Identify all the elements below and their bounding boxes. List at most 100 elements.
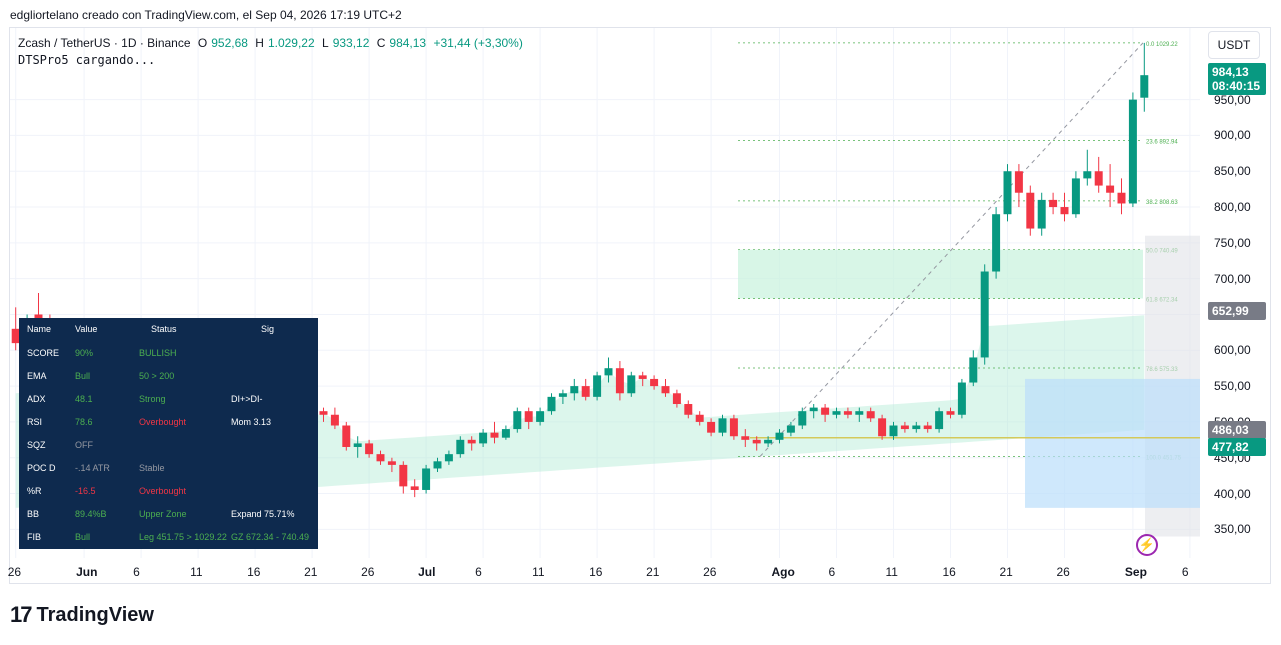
x-tick-label: 16 [247, 565, 261, 579]
table-cell: %R [27, 486, 42, 496]
change-value: +31,44 (+3,30%) [433, 36, 523, 50]
y-tick-label: 750,00 [1214, 235, 1251, 250]
high-label: H [255, 36, 264, 50]
x-tick-label: 6 [1181, 565, 1189, 579]
candle-body [501, 429, 510, 438]
candle-body [912, 425, 921, 430]
close-label: C [376, 36, 386, 50]
low-value: 933,12 [332, 36, 370, 50]
table-cell: SQZ [27, 440, 46, 450]
candle-body [980, 271, 989, 358]
fib-level-label: 0.0 1029.22 [1146, 42, 1178, 48]
candle-body [992, 214, 1001, 272]
table-header-status: Status [151, 324, 177, 334]
fib-level-label: 23.6 892.94 [1146, 139, 1178, 145]
candle-body [855, 411, 864, 415]
y-tick-label: 850,00 [1214, 164, 1251, 179]
y-tick-label: 350,00 [1214, 522, 1251, 537]
chart-caption: edgliortelano creado con TradingView.com… [10, 8, 402, 22]
candle-body [650, 378, 659, 387]
y-tick-label: 900,00 [1214, 128, 1251, 143]
x-tick-label: 21 [999, 565, 1013, 579]
table-cell: Upper Zone [139, 509, 187, 519]
candle-body [547, 396, 556, 412]
indicator-table: Name Value Status Sig SCORE 90% BULLISH EMA… [19, 318, 318, 549]
table-cell: FIB [27, 532, 42, 542]
candle-body [376, 454, 385, 462]
fib-trend-line [759, 42, 1144, 457]
candle-body [467, 439, 476, 444]
candle-body [946, 411, 955, 415]
table-cell: Overbought [139, 417, 187, 427]
table-header-name: Name [27, 324, 52, 334]
table-cell: Stable [139, 463, 165, 473]
last-price-badge: 984,13 08:40:15 [1208, 63, 1266, 95]
candle-body [900, 425, 909, 430]
symbol-legend: Zcash / TetherUS · 1D · Binance O 952,68 … [18, 36, 527, 50]
candle-body [969, 357, 978, 383]
currency-selector[interactable]: USDT [1208, 31, 1260, 59]
x-tick-label: Jun [76, 565, 98, 579]
candle-body [524, 411, 533, 422]
candle-body [672, 393, 681, 405]
candle-body [775, 432, 784, 440]
candle-body [558, 393, 567, 397]
x-tick-label: 16 [942, 565, 956, 579]
candle-body [752, 439, 761, 444]
table-cell: ADX [27, 394, 46, 404]
candle-body [684, 404, 693, 415]
candle-body [627, 375, 636, 394]
candle-body [399, 464, 408, 487]
y-tick-label: 800,00 [1214, 200, 1251, 215]
level-badge-477: 477,82 [1208, 438, 1266, 456]
candle-body [1060, 207, 1069, 215]
candle-body [444, 454, 453, 462]
candle-body [319, 411, 328, 415]
table-cell: Bull [75, 532, 91, 542]
table-cell: Strong [139, 394, 166, 404]
level-badge-652: 652,99 [1208, 302, 1266, 320]
candle-body [707, 421, 716, 433]
x-tick-label: Ago [771, 565, 795, 579]
table-cell: DI+>DI- [231, 394, 263, 404]
table-cell: Mom 3.13 [231, 417, 272, 427]
candle-body [832, 411, 841, 415]
table-cell: Overbought [139, 486, 187, 496]
candle-body [1037, 199, 1046, 229]
x-tick-label: 11 [532, 565, 545, 579]
candle-body [387, 461, 396, 465]
lightning-tool-icon[interactable]: ⚡ [1136, 534, 1158, 556]
symbol-title[interactable]: Zcash / TetherUS · 1D · Binance [18, 36, 191, 50]
close-value: 984,13 [389, 36, 427, 50]
x-tick-label: Sep [1124, 565, 1147, 579]
candle-body [866, 411, 875, 419]
tradingview-logo[interactable]: 17 TradingView [10, 602, 154, 628]
candle-body [718, 418, 727, 433]
x-tick-label: 26 [361, 565, 375, 579]
table-cell: Leg 451.75 > 1029.22 [139, 532, 227, 542]
candle-body [1071, 178, 1080, 215]
candle-body [353, 443, 362, 447]
table-cell: 50 > 200 [139, 371, 175, 381]
indicator-legend[interactable]: DTSPro5 cargando... [18, 53, 156, 67]
candle-body [536, 411, 545, 422]
table-cell: BULLISH [139, 348, 177, 358]
candle-body [1128, 99, 1137, 204]
volume-profile-value-area [1025, 378, 1200, 508]
candle-body [661, 386, 670, 394]
x-tick-label: 26 [1056, 565, 1070, 579]
candle-body [479, 432, 488, 444]
candle-body [1083, 171, 1092, 179]
candle-body [433, 461, 442, 469]
high-value: 1.029,22 [267, 36, 315, 50]
table-cell: -.14 ATR [75, 463, 110, 473]
candle-body [1106, 185, 1115, 193]
x-tick-label: 26 [7, 565, 22, 579]
fib-level-label: 38.2 808.63 [1146, 200, 1178, 206]
candle-body [410, 486, 419, 490]
candle-body [889, 425, 898, 437]
candle-body [638, 375, 647, 379]
chart-frame [9, 27, 1271, 584]
y-tick-label: 600,00 [1214, 343, 1251, 358]
table-cell: GZ 672.34 - 740.49 [231, 532, 310, 542]
